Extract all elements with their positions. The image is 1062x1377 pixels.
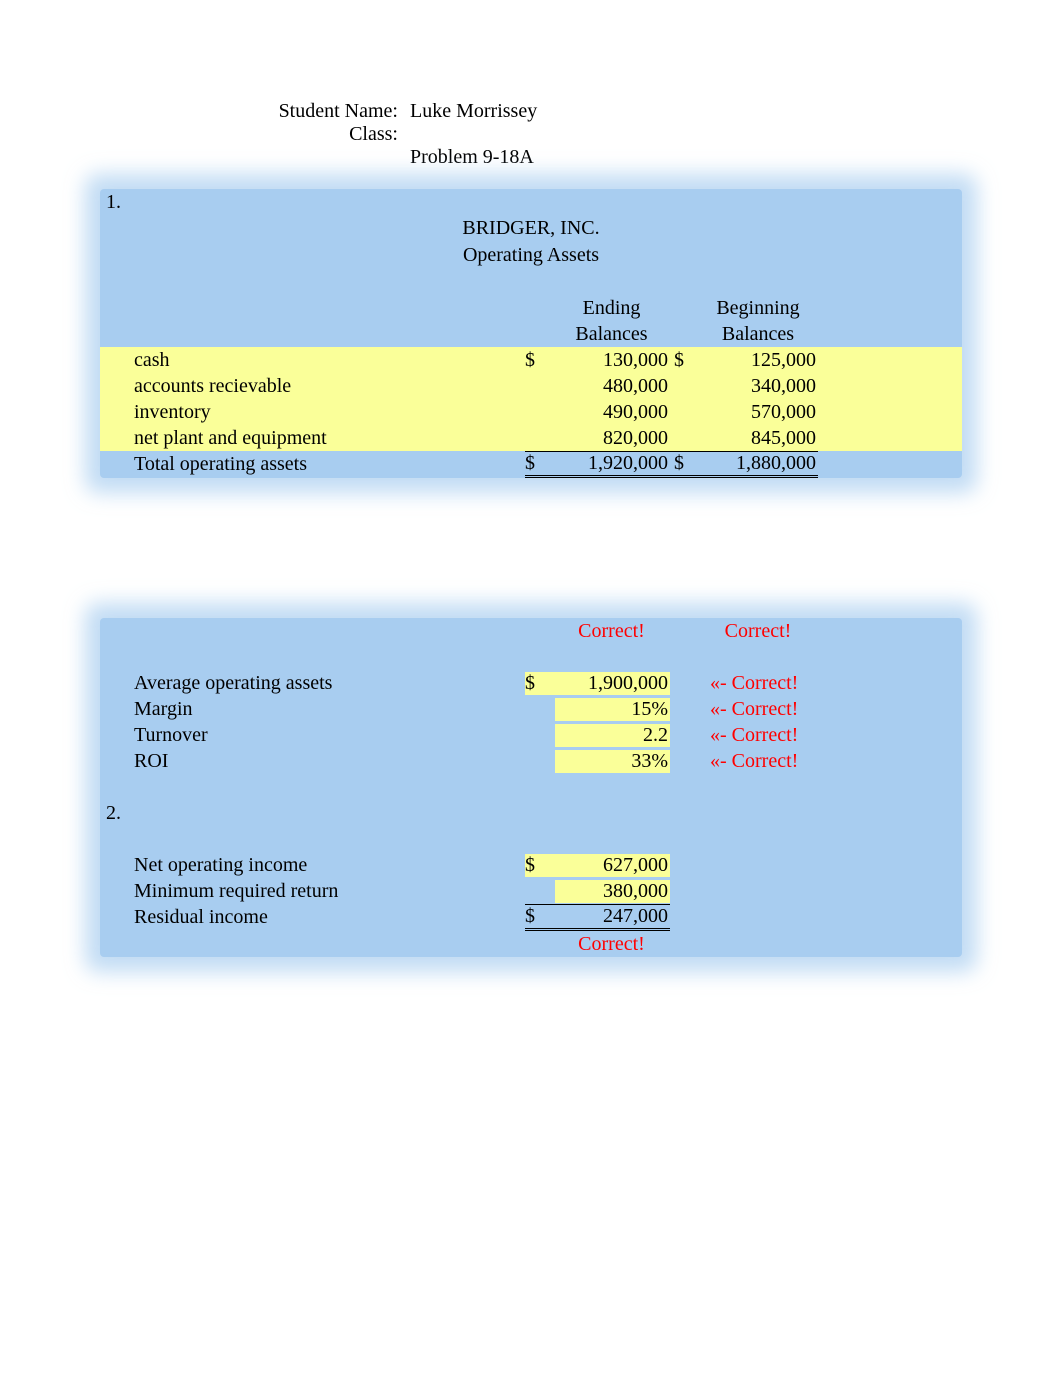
total-label: Total operating assets	[130, 453, 525, 476]
correct-mark: «- Correct!	[700, 750, 818, 773]
beginning-value: 340,000	[700, 375, 818, 398]
currency-symbol: $	[525, 904, 555, 931]
asset-row-ar: accounts recievable 480,000 340,000	[100, 373, 962, 399]
asset-row-inventory: inventory 490,000 570,000	[100, 399, 962, 425]
problem-label: Problem 9-18A	[410, 146, 962, 169]
class-row: Class:	[100, 123, 962, 146]
correct-label: Correct!	[555, 620, 670, 643]
row-label: Margin	[130, 698, 525, 721]
row-label: Residual income	[130, 906, 525, 929]
turnover-row: Turnover 2.2 «- Correct!	[100, 722, 962, 748]
residual-row: Residual income $ 247,000	[100, 904, 962, 931]
total-beginning: 1,880,000	[700, 451, 818, 478]
margin-row: Margin 15% «- Correct!	[100, 696, 962, 722]
currency-symbol: $	[525, 349, 555, 372]
currency-symbol: $	[525, 672, 555, 695]
header-section: Student Name: Luke Morrissey Class: Prob…	[100, 100, 962, 169]
metrics-panel: Correct! Correct! Average operating asse…	[100, 618, 962, 957]
class-label: Class:	[100, 123, 410, 146]
row-label: accounts recievable	[130, 375, 525, 398]
metric-value: 627,000	[555, 854, 670, 877]
row-label: Minimum required return	[130, 880, 525, 903]
subtitle: Operating Assets	[100, 242, 962, 269]
beginning-value: 845,000	[700, 427, 818, 450]
residual-value: 247,000	[555, 904, 670, 931]
total-row: Total operating assets $ 1,920,000 $ 1,8…	[100, 451, 962, 478]
correct-header-row: Correct! Correct!	[100, 618, 962, 644]
metric-value: 1,900,000	[555, 672, 670, 695]
ending-value: 820,000	[555, 427, 670, 450]
ending-header-a: Ending	[555, 297, 670, 320]
correct-mark: «- Correct!	[700, 672, 818, 695]
operating-assets-panel: 1. BRIDGER, INC. Operating Assets Ending…	[100, 189, 962, 478]
company-title: BRIDGER, INC.	[100, 215, 962, 242]
row-label: Net operating income	[130, 854, 525, 877]
currency-symbol: $	[525, 854, 555, 877]
correct-label: Correct!	[700, 620, 818, 643]
metric-value: 33%	[555, 750, 670, 773]
beginning-header-a: Beginning	[700, 297, 818, 320]
student-name-value: Luke Morrissey	[410, 100, 962, 123]
currency-symbol: $	[670, 451, 700, 478]
currency-symbol: $	[670, 349, 700, 372]
noi-row: Net operating income $ 627,000	[100, 852, 962, 878]
section2-number: 2.	[100, 802, 130, 825]
section1-number: 1.	[100, 191, 130, 214]
class-value	[410, 123, 962, 146]
metric-value: 2.2	[555, 724, 670, 747]
section2-number-row: 2.	[100, 800, 962, 826]
correct-label: Correct!	[555, 933, 670, 956]
ending-value: 490,000	[555, 401, 670, 424]
beginning-value: 125,000	[700, 349, 818, 372]
asset-row-ppe: net plant and equipment 820,000 845,000	[100, 425, 962, 451]
row-label: Average operating assets	[130, 672, 525, 695]
correct-footer-row: Correct!	[100, 931, 962, 957]
row-label: ROI	[130, 750, 525, 773]
metric-value: 15%	[555, 698, 670, 721]
correct-mark: «- Correct!	[700, 724, 818, 747]
column-headers-row1: Ending Beginning	[100, 295, 962, 321]
beginning-value: 570,000	[700, 401, 818, 424]
student-name-label: Student Name:	[100, 100, 410, 123]
section1-number-row: 1.	[100, 189, 962, 215]
currency-symbol: $	[525, 451, 555, 478]
asset-row-cash: cash $ 130,000 $ 125,000	[100, 347, 962, 373]
problem-row: Problem 9-18A	[100, 146, 962, 169]
row-label: Turnover	[130, 724, 525, 747]
metric-value: 380,000	[555, 880, 670, 903]
ending-value: 130,000	[555, 349, 670, 372]
page-container: Student Name: Luke Morrissey Class: Prob…	[0, 0, 1062, 997]
column-headers-row2: Balances Balances	[100, 321, 962, 347]
ending-value: 480,000	[555, 375, 670, 398]
total-ending: 1,920,000	[555, 451, 670, 478]
student-name-row: Student Name: Luke Morrissey	[100, 100, 962, 123]
row-label: cash	[130, 349, 525, 372]
min-required-row: Minimum required return 380,000	[100, 878, 962, 904]
avg-assets-row: Average operating assets $ 1,900,000 «- …	[100, 670, 962, 696]
beginning-header-b: Balances	[700, 323, 818, 346]
correct-mark: «- Correct!	[700, 698, 818, 721]
ending-header-b: Balances	[555, 323, 670, 346]
roi-row: ROI 33% «- Correct!	[100, 748, 962, 774]
row-label: inventory	[130, 401, 525, 424]
row-label: net plant and equipment	[130, 427, 525, 450]
